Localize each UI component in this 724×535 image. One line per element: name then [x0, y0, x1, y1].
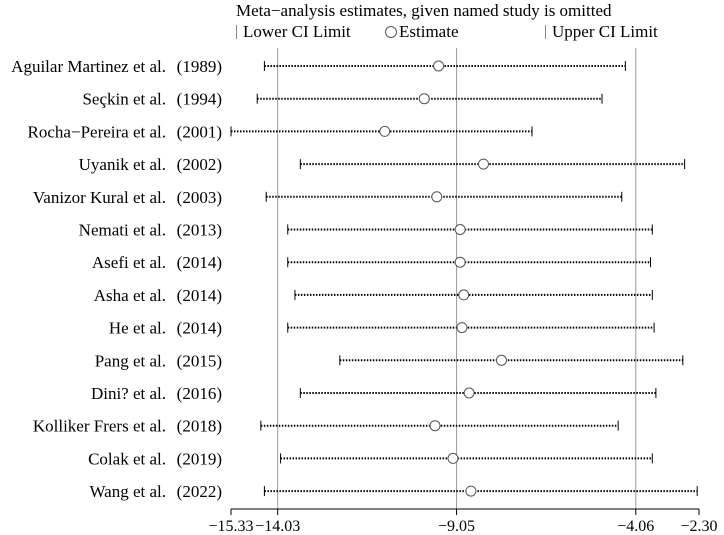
- x-tick-label-0: −15.33: [208, 518, 253, 535]
- study-year-label: (2019): [177, 449, 222, 468]
- study-year-label: (2016): [177, 384, 222, 403]
- study-year-label: (2015): [177, 351, 222, 370]
- study-year-label: (2022): [177, 482, 222, 501]
- estimate-marker: [454, 256, 466, 268]
- estimate-marker: [433, 60, 445, 72]
- upper-ci-legend-marker: [545, 25, 546, 39]
- legend-lower-label: Lower CI Limit: [243, 22, 351, 41]
- study-name-label: Pang et al.: [95, 351, 166, 370]
- x-tick-label-1: −14.03: [255, 518, 300, 535]
- estimate-marker: [458, 289, 470, 301]
- study-name-label: Asefi et al.: [92, 253, 166, 272]
- legend-upper-label: Upper CI Limit: [552, 22, 658, 41]
- study-name-label: Vanizor Kural et al.: [33, 188, 166, 207]
- study-name-label: Colak et al.: [88, 449, 166, 468]
- study-name-label: Wang et al.: [89, 482, 166, 501]
- estimate-marker: [463, 387, 475, 399]
- study-year-label: (2018): [177, 417, 222, 436]
- lower-ci-legend-marker: [236, 25, 237, 39]
- estimate-marker: [495, 354, 507, 366]
- study-name-label: Asha et al.: [94, 286, 166, 305]
- estimate-legend-marker: [385, 26, 397, 38]
- x-tick-label-4: −2.30: [680, 518, 717, 535]
- legend-estimate-label: Estimate: [399, 22, 459, 41]
- study-name-label: Rocha−Pereira et al.: [28, 122, 166, 141]
- x-tick-label-2: −9.05: [438, 518, 475, 535]
- study-year-label: (2003): [177, 188, 222, 207]
- study-name-label: Kolliker Frers et al.: [33, 417, 166, 436]
- chart-title: Meta−analysis estimates, given named stu…: [236, 1, 612, 20]
- study-year-label: (2014): [177, 319, 222, 338]
- legend-estimate: Estimate: [385, 22, 458, 42]
- study-year-label: (2014): [177, 286, 222, 305]
- study-year-label: (1989): [177, 57, 222, 76]
- estimate-marker: [447, 452, 459, 464]
- x-tick-label-3: −4.06: [617, 518, 654, 535]
- study-name-label: Aguilar Martinez et al.: [11, 57, 166, 76]
- estimate-marker: [379, 125, 391, 137]
- estimate-marker: [477, 158, 489, 170]
- estimate-marker: [418, 93, 430, 105]
- study-name-label: Seçkin et al.: [82, 90, 166, 109]
- estimate-marker: [465, 485, 477, 497]
- legend-lower: Lower CI Limit: [236, 22, 351, 42]
- study-year-label: (2002): [177, 155, 222, 174]
- estimate-marker: [429, 420, 441, 432]
- study-name-label: He et al.: [109, 319, 166, 338]
- study-name-label: Uyanik et al.: [79, 155, 166, 174]
- study-year-label: (2014): [177, 253, 222, 272]
- estimate-marker: [454, 224, 466, 235]
- legend-upper: Upper CI Limit: [545, 22, 658, 42]
- estimate-marker: [431, 191, 443, 203]
- study-year-label: (2001): [177, 122, 222, 141]
- study-year-label: (2013): [177, 221, 222, 240]
- estimate-marker: [456, 322, 468, 334]
- study-year-label: (1994): [177, 90, 222, 109]
- study-name-label: Nemati et al.: [79, 221, 166, 240]
- study-name-label: Dini? et al.: [91, 384, 166, 403]
